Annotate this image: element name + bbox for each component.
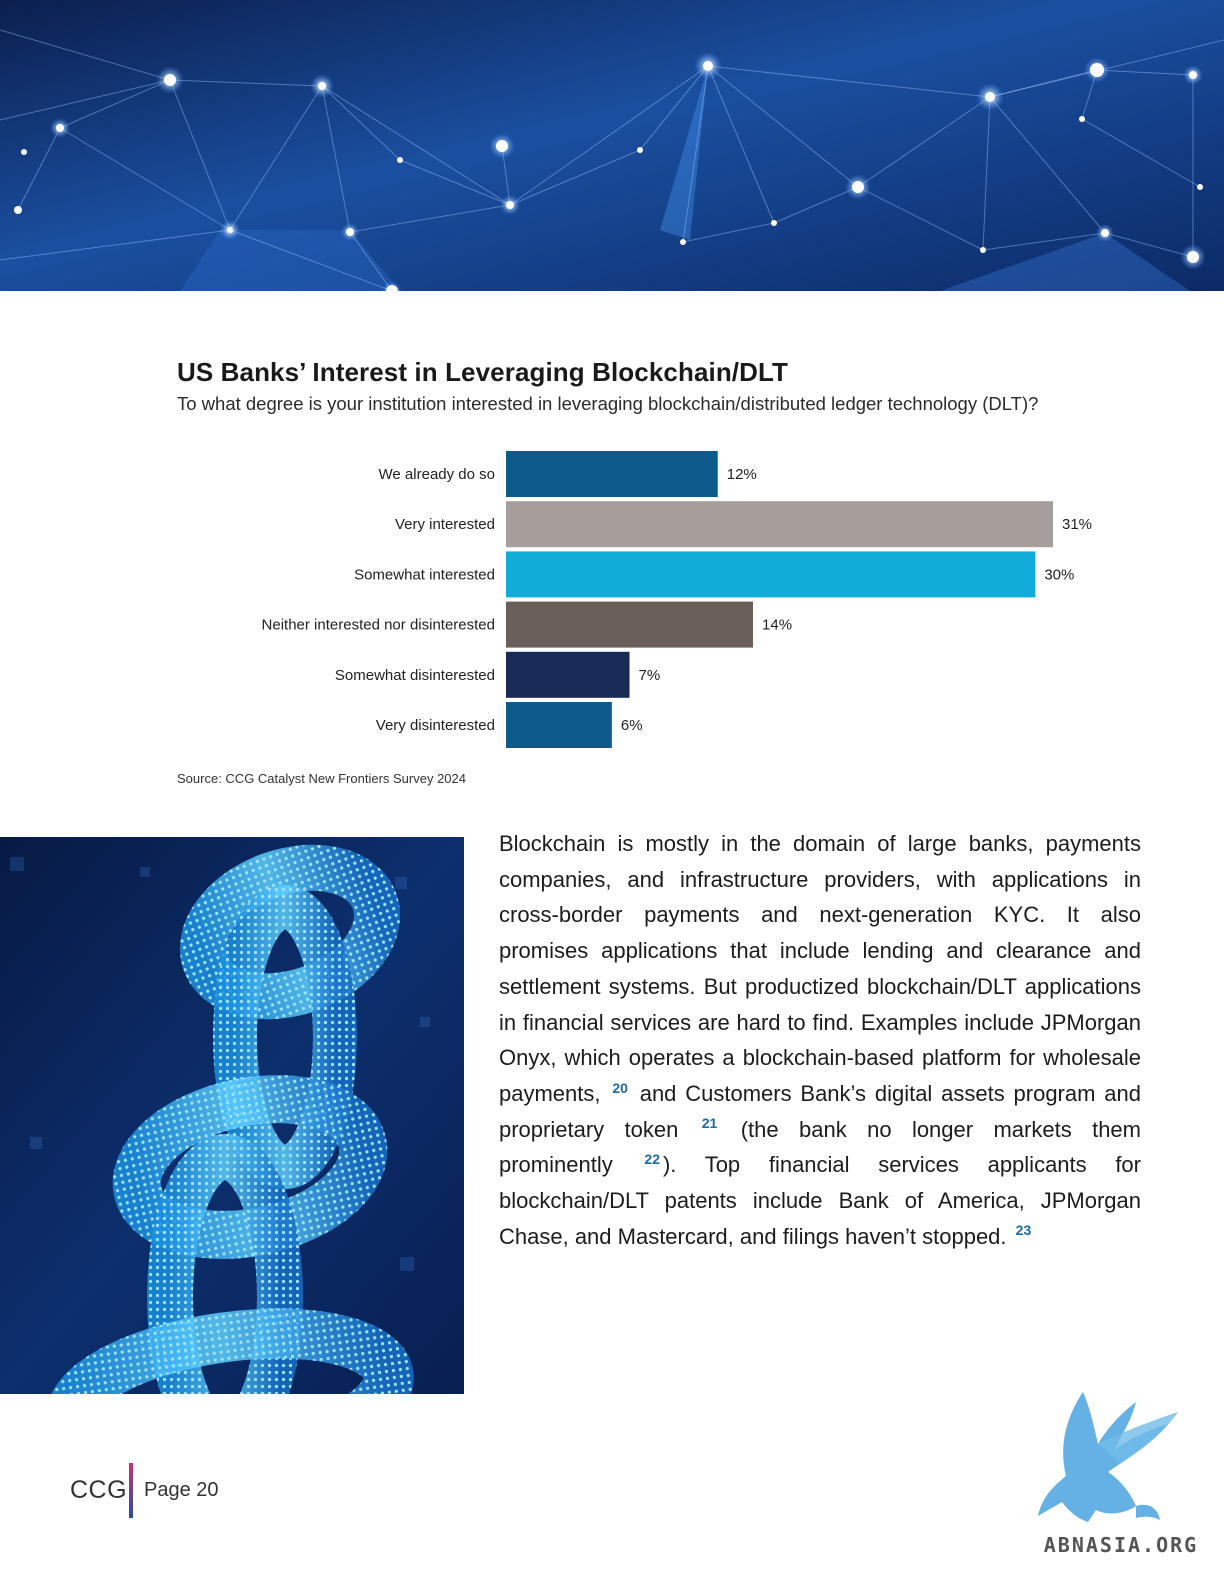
data-label: 12% xyxy=(727,466,757,483)
body-paragraph: Blockchain is mostly in the domain of la… xyxy=(499,826,1141,1254)
category-label: Somewhat interested xyxy=(354,566,495,583)
chart-subtitle: To what degree is your institution inter… xyxy=(177,393,1039,414)
bar xyxy=(506,702,612,748)
footnote-ref-23[interactable]: 23 xyxy=(1015,1222,1032,1239)
watermark-logo: ABNASIA.ORG xyxy=(1028,1384,1214,1558)
chain-photo xyxy=(0,837,464,1394)
data-label: 31% xyxy=(1062,516,1092,533)
bar xyxy=(506,651,630,698)
bar xyxy=(506,551,1036,598)
bar xyxy=(506,451,718,497)
bar xyxy=(506,601,754,648)
footnote-ref-21[interactable]: 21 xyxy=(701,1115,718,1132)
body-text-segment: ). Top financial services applicants for… xyxy=(499,1152,1141,1249)
category-label: Very interested xyxy=(395,516,495,533)
data-label: 7% xyxy=(639,667,661,684)
body-text-segment: and Customers Bank’s digital assets prog… xyxy=(499,1080,1141,1142)
chart-title: US Banks’ Interest in Leveraging Blockch… xyxy=(177,357,789,387)
data-label: 6% xyxy=(621,717,643,734)
category-label: Neither interested nor disinterested xyxy=(262,617,495,634)
footnote-ref-22[interactable]: 22 xyxy=(644,1151,660,1167)
hero-network-image xyxy=(0,0,1224,291)
category-label: Somewhat disinterested xyxy=(335,667,495,684)
page-number: Page 20 xyxy=(144,1479,219,1501)
watermark-text: ABNASIA.ORG xyxy=(1044,1533,1198,1557)
category-label: Very disinterested xyxy=(376,717,495,734)
footer-divider xyxy=(129,1463,133,1518)
bar xyxy=(506,501,1053,548)
chart-source: Source: CCG Catalyst New Frontiers Surve… xyxy=(177,771,466,786)
category-label: We already do so xyxy=(379,466,495,483)
body-text-segment: Blockchain is mostly in the domain of la… xyxy=(499,831,1141,1106)
body-text-segment: (the bank no longer markets them promine… xyxy=(499,1116,1141,1178)
bar-chart: We already do so 12% Very interested 31% Som… xyxy=(262,451,1092,748)
footnote-ref-20[interactable]: 20 xyxy=(612,1079,628,1096)
data-label: 14% xyxy=(762,617,792,634)
data-label: 30% xyxy=(1044,566,1074,583)
footer-brand: CCG xyxy=(70,1476,128,1504)
